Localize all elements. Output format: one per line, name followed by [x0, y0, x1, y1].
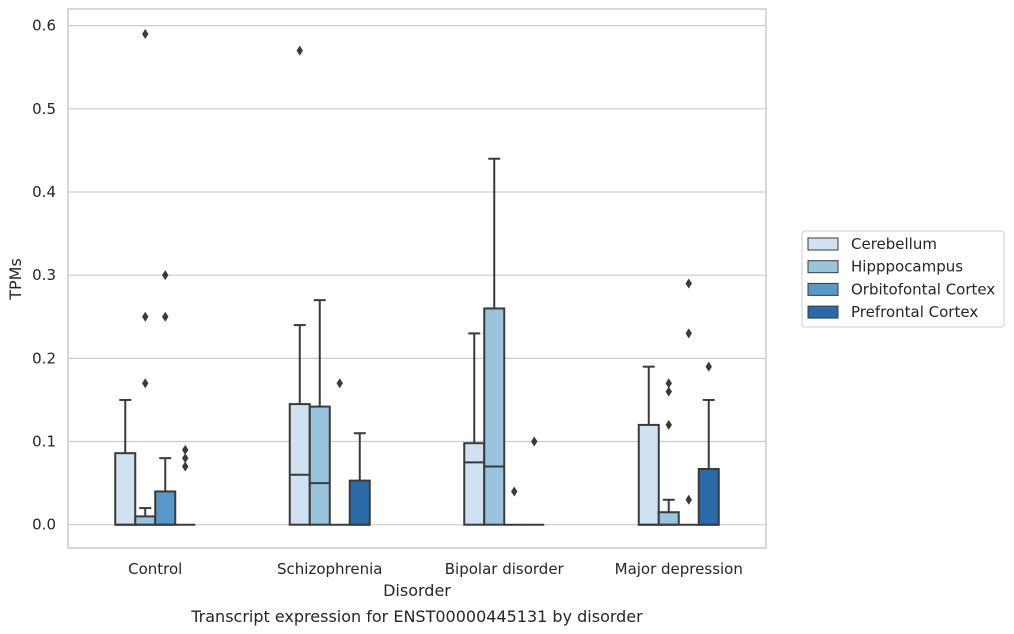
outlier-point: [142, 311, 149, 322]
box-orbitofontal-cortex: [154, 270, 177, 526]
outlier-point: [705, 361, 712, 372]
box-cerebellum: [463, 332, 486, 526]
x-tick-label: Schizophrenia: [277, 560, 382, 578]
y-tick-label: 0.5: [32, 100, 56, 118]
outlier-point: [142, 378, 149, 389]
y-tick-label: 0.1: [32, 433, 56, 451]
chart-caption: Transcript expression for ENST0000044513…: [190, 607, 643, 626]
outlier-point: [296, 45, 303, 56]
box-prefrontal-cortex: [175, 444, 196, 526]
outlier-point: [142, 28, 149, 39]
y-tick-label: 0.6: [32, 17, 56, 35]
box-cerebellum: [288, 45, 311, 526]
box-cerebellum: [114, 398, 137, 526]
legend-label: Hipppocampus: [851, 258, 963, 276]
outlier-point: [665, 386, 672, 397]
legend-label: Orbitofontal Cortex: [851, 280, 995, 298]
x-tick-label: Major depression: [615, 560, 743, 578]
legend-frame: [801, 230, 1005, 328]
box-hipppocampus: [134, 28, 157, 526]
outlier-point: [162, 270, 169, 281]
box-prefrontal-cortex: [697, 361, 720, 526]
y-tick-label: 0.0: [32, 516, 56, 534]
box-orbitofontal-cortex: [329, 378, 350, 526]
box-iqr: [697, 467, 720, 526]
box-iqr: [154, 490, 177, 526]
outlier-point: [665, 419, 672, 430]
legend-label: Prefrontal Cortex: [851, 303, 978, 321]
box-orbitofontal-cortex: [504, 486, 525, 526]
box-iqr: [483, 307, 506, 526]
legend-swatch: [807, 260, 839, 274]
outlier-point: [336, 378, 343, 389]
box-iqr: [637, 423, 660, 526]
outlier-point: [162, 311, 169, 322]
box-hipppocampus: [483, 157, 506, 526]
x-tick-label: Bipolar disorder: [445, 560, 565, 578]
box-orbitofontal-cortex: [678, 278, 699, 526]
plot-area: [114, 28, 720, 526]
box-hipppocampus: [308, 299, 331, 526]
outlier-point: [182, 444, 189, 455]
box-iqr: [114, 452, 137, 526]
box-hipppocampus: [657, 378, 680, 526]
outlier-point: [685, 278, 692, 289]
x-axis-ticks: Control Schizophrenia Bipolar disorder Majo…: [128, 560, 743, 578]
box-iqr: [308, 405, 331, 526]
grid-lines: [68, 25, 766, 526]
x-axis-label: Disorder: [383, 581, 451, 600]
outlier-point: [182, 461, 189, 472]
y-axis-ticks: 0.0 0.1 0.2 0.3 0.4 0.5 0.6: [32, 17, 56, 534]
box-iqr: [288, 403, 311, 526]
box-prefrontal-cortex: [348, 432, 371, 526]
y-axis-label: TPMs: [6, 258, 25, 301]
y-tick-label: 0.4: [32, 183, 56, 201]
box-iqr: [134, 515, 157, 526]
outlier-point: [531, 436, 538, 447]
x-tick-label: Control: [128, 560, 182, 578]
outlier-point: [182, 453, 189, 464]
y-tick-label: 0.2: [32, 349, 56, 367]
outlier-point: [665, 378, 672, 389]
outlier-point: [511, 486, 518, 497]
box-cerebellum: [637, 365, 660, 526]
legend: Cerebellum Hipppocampus Orbitofontal Corte…: [801, 230, 1005, 328]
box-iqr: [657, 511, 680, 526]
box-iqr: [463, 442, 486, 526]
outlier-point: [685, 494, 692, 505]
plot-frame: [67, 8, 767, 549]
outlier-point: [685, 328, 692, 339]
legend-swatch: [807, 237, 839, 251]
legend-swatch: [807, 305, 839, 319]
box-prefrontal-cortex: [524, 436, 545, 526]
legend-swatch: [807, 282, 839, 296]
box-iqr: [348, 479, 371, 526]
y-tick-label: 0.3: [32, 266, 56, 284]
legend-label: Cerebellum: [851, 235, 937, 253]
